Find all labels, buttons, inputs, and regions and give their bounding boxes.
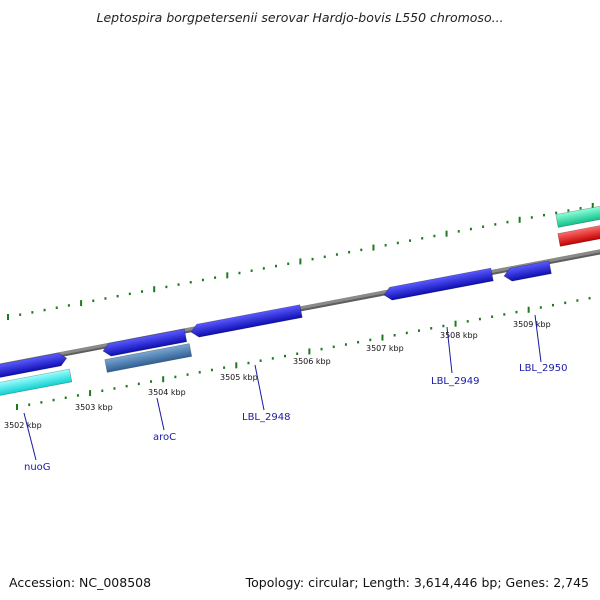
scale-label: 3508 kbp bbox=[440, 331, 478, 340]
labels: 3502 kbp 3503 kbp 3504 kbp 3505 kbp 3506 kbp… bbox=[4, 314, 567, 473]
gene-arrow[interactable] bbox=[557, 222, 600, 247]
gene-nuog[interactable] bbox=[0, 368, 73, 397]
scale-label: 3502 kbp bbox=[4, 421, 42, 430]
gene-label-lbl-2948[interactable]: LBL_2948 bbox=[242, 412, 290, 423]
gene-lbl-2948[interactable] bbox=[190, 304, 303, 339]
accession-text: Accession: NC_008508 bbox=[9, 575, 152, 590]
gene-label-aroc[interactable]: aroC bbox=[153, 432, 176, 443]
scale-label: 3505 kbp bbox=[220, 373, 258, 382]
map-title: Leptospira borgpetersenii serovar Hardjo… bbox=[96, 10, 504, 25]
gene-arrow[interactable] bbox=[503, 260, 552, 283]
callout-line bbox=[254, 364, 265, 411]
gene-arrow[interactable] bbox=[102, 328, 188, 357]
callout-line bbox=[156, 397, 165, 431]
lower-tick-row bbox=[16, 296, 591, 410]
callout-line bbox=[23, 412, 37, 461]
gene-arrow[interactable] bbox=[0, 368, 73, 397]
gene-features bbox=[0, 203, 600, 397]
gene-arrow[interactable] bbox=[190, 304, 303, 339]
gene-edge-teal[interactable] bbox=[555, 203, 600, 228]
gene-aroc[interactable] bbox=[104, 343, 193, 373]
gene-arrow[interactable] bbox=[555, 203, 600, 228]
scale-label: 3503 kbp bbox=[75, 403, 113, 412]
gene-nuog-rev[interactable] bbox=[0, 352, 68, 379]
gene-label-lbl-2950[interactable]: LBL_2950 bbox=[519, 363, 567, 374]
gene-lbl-2950[interactable] bbox=[503, 260, 552, 283]
scale-label: 3504 kbp bbox=[148, 388, 186, 397]
upper-tick-row bbox=[7, 202, 594, 320]
genome-summary: Topology: circular; Length: 3,614,446 bp… bbox=[245, 575, 589, 590]
gene-arrow[interactable] bbox=[104, 343, 193, 373]
gene-arrow[interactable] bbox=[0, 352, 68, 379]
gene-aroc-rev[interactable] bbox=[102, 328, 188, 357]
callout-line bbox=[534, 314, 542, 363]
gene-arrow[interactable] bbox=[383, 267, 494, 301]
scale-ticks bbox=[7, 202, 594, 410]
scale-label: 3506 kbp bbox=[293, 357, 331, 366]
gene-edge-red[interactable] bbox=[557, 222, 600, 247]
scale-label: 3507 kbp bbox=[366, 344, 404, 353]
gene-label-lbl-2949[interactable]: LBL_2949 bbox=[431, 376, 479, 387]
scale-label: 3509 kbp bbox=[513, 320, 551, 329]
gene-lbl-2949[interactable] bbox=[383, 267, 494, 301]
callout-line bbox=[446, 326, 453, 374]
gene-label-nuog[interactable]: nuoG bbox=[24, 462, 51, 473]
